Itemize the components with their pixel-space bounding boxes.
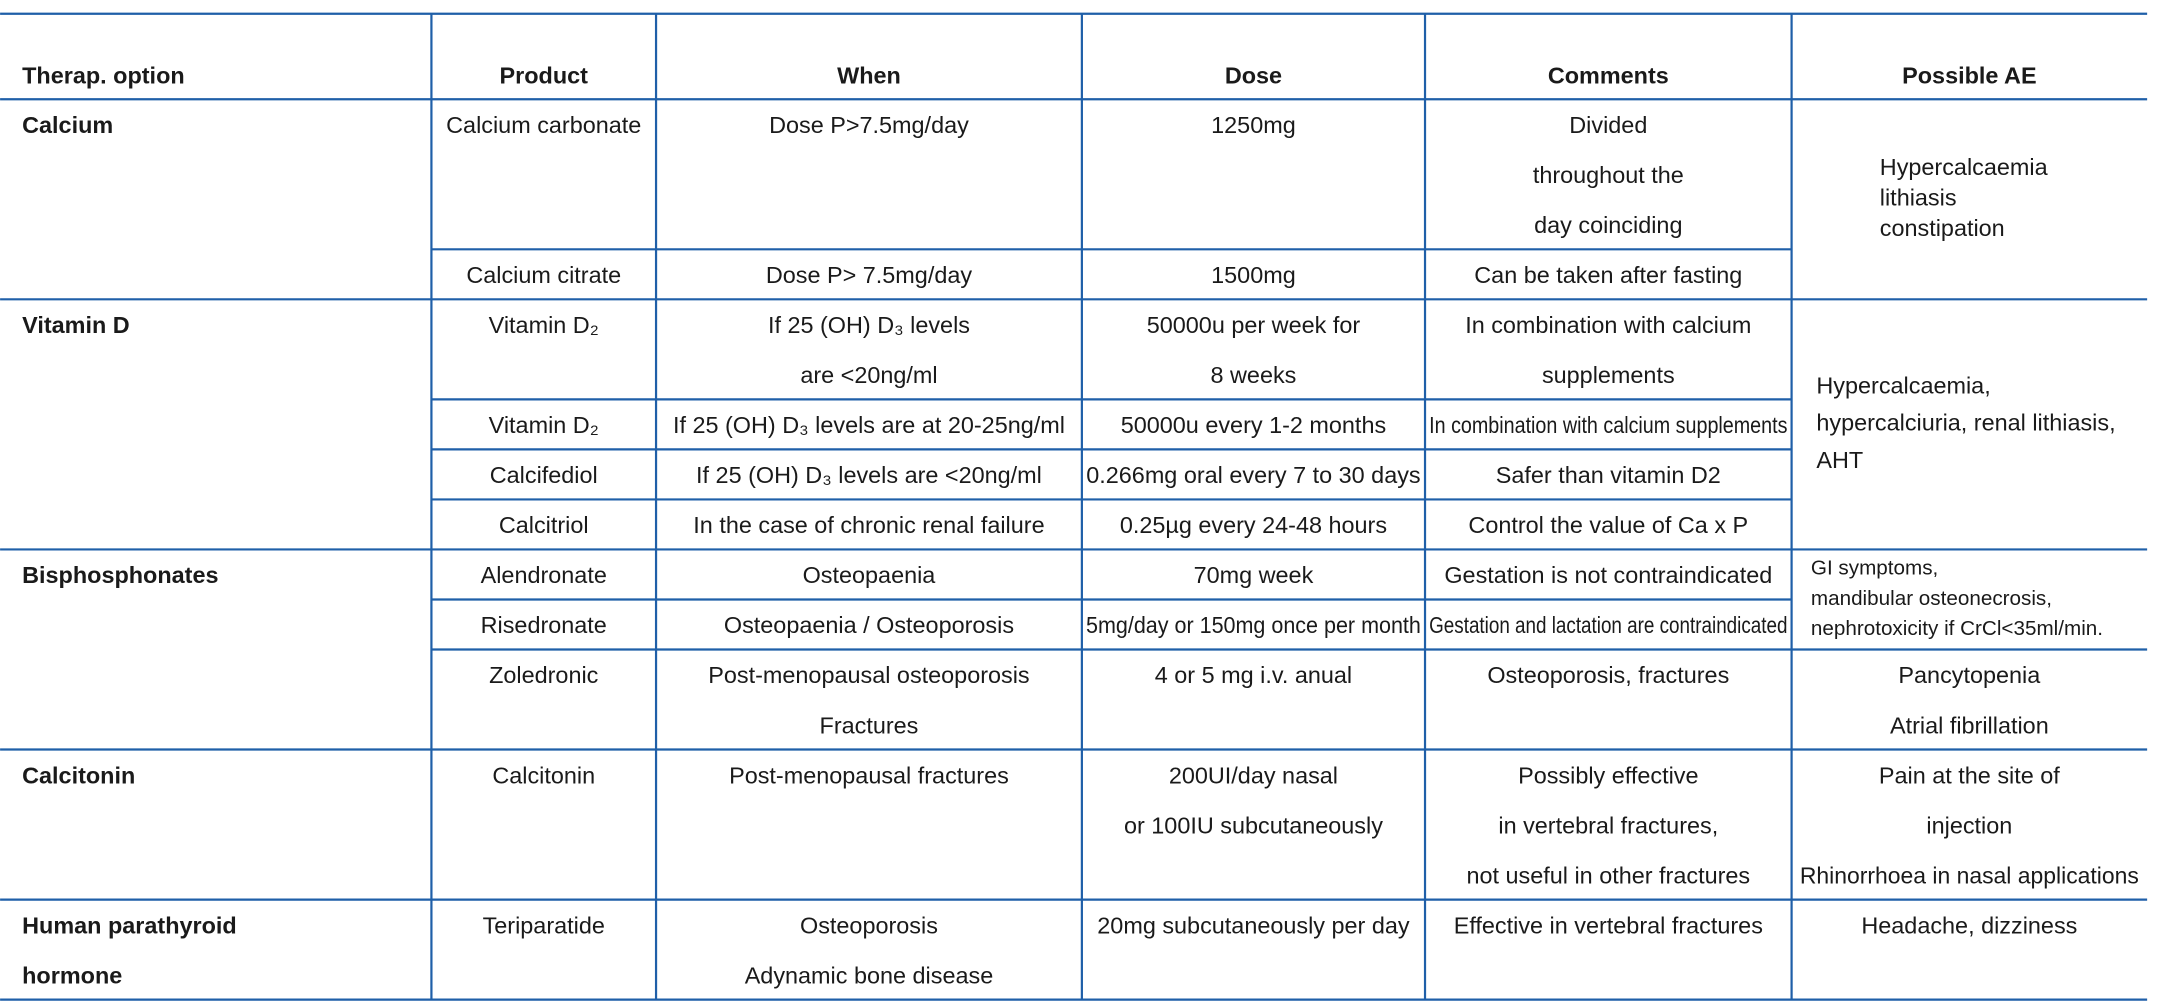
when-cell: Post-menopausal osteoporosis	[708, 662, 1029, 688]
ae-cell: Headache, dizziness	[1861, 912, 2077, 938]
product-cell: Calcitriol	[499, 512, 589, 538]
ae-cell: Rhinorrhoea in nasal applications	[1800, 862, 2139, 888]
ae-cell: Atrial fibrillation	[1890, 712, 2049, 738]
when-cell: are <20ng/ml	[800, 362, 937, 388]
dose-cell: 20mg subcutaneously per day	[1097, 912, 1410, 938]
comments-cell: In combination with calcium	[1465, 312, 1751, 338]
dose-cell: 8 weeks	[1211, 362, 1297, 388]
when-cell: If 25 (OH) D₃ levels are at 20-25ng/ml	[673, 412, 1065, 438]
header-cell: Possible AE	[1902, 62, 2036, 88]
dose-cell: 1250mg	[1211, 112, 1296, 138]
when-cell: Dose P>7.5mg/day	[769, 112, 969, 138]
product-cell: Teriparatide	[483, 912, 605, 938]
comments-cell: Safer than vitamin D2	[1496, 462, 1721, 488]
comments-cell: throughout the	[1533, 162, 1684, 188]
comments-cell: in vertebral fractures,	[1498, 812, 1718, 838]
header-cell: Therap. option	[22, 62, 185, 88]
header-cell: Dose	[1225, 62, 1282, 88]
ae-cell: lithiasis	[1880, 184, 1957, 210]
ae-cell: constipation	[1880, 215, 2005, 241]
dose-cell: or 100IU subcutaneously	[1124, 812, 1383, 838]
ae-cell: GI symptoms,	[1811, 557, 1938, 580]
product-cell: Risedronate	[481, 612, 607, 638]
dose-cell: 5mg/day or 150mg once per month	[1086, 612, 1421, 638]
when-cell: Post-menopausal fractures	[729, 762, 1009, 788]
comments-cell: Osteoporosis, fractures	[1487, 662, 1729, 688]
product-cell: Zoledronic	[489, 662, 599, 688]
when-cell: Osteopaenia / Osteoporosis	[724, 612, 1014, 638]
comments-cell: Gestation is not contraindicated	[1444, 562, 1772, 588]
ae-cell: Hypercalcaemia	[1880, 154, 2049, 180]
option-label: Calcitonin	[22, 762, 135, 788]
option-label: Human parathyroid	[22, 912, 237, 938]
ae-cell: nephrotoxicity if CrCl<35ml/min.	[1811, 617, 2103, 640]
comments-cell: not useful in other fractures	[1466, 862, 1750, 888]
option-label: Calcium	[22, 112, 113, 138]
when-cell: Fractures	[820, 712, 919, 738]
when-cell: If 25 (OH) D₃ levels	[768, 312, 970, 338]
comments-cell: Possibly effective	[1518, 762, 1698, 788]
comments-cell: Gestation and lactation are contraindica…	[1429, 612, 1787, 638]
product-cell: Calcium citrate	[466, 262, 621, 288]
comments-cell: day coinciding	[1534, 212, 1682, 238]
ae-cell: injection	[1926, 812, 2012, 838]
when-cell: Dose P> 7.5mg/day	[766, 262, 973, 288]
product-cell: Calcifediol	[490, 462, 598, 488]
ae-cell: hypercalciuria, renal lithiasis,	[1816, 410, 2115, 436]
when-cell: Osteoporosis	[800, 912, 938, 938]
product-cell: Calcium carbonate	[446, 112, 641, 138]
comments-cell: Divided	[1569, 112, 1647, 138]
dose-cell: 0.25µg every 24-48 hours	[1120, 512, 1387, 538]
when-cell: In the case of chronic renal failure	[693, 512, 1044, 538]
dose-cell: 200UI/day nasal	[1169, 762, 1338, 788]
product-cell: Vitamin D₂	[489, 412, 599, 438]
ae-cell: Hypercalcaemia,	[1816, 372, 1990, 398]
header-cell: Product	[500, 62, 589, 88]
ae-cell: AHT	[1816, 447, 1863, 473]
product-cell: Alendronate	[481, 562, 607, 588]
dose-cell: 50000u every 1-2 months	[1121, 412, 1386, 438]
dose-cell: 50000u per week for	[1147, 312, 1361, 338]
product-cell: Vitamin D₂	[489, 312, 599, 338]
header-cell: Comments	[1548, 62, 1669, 88]
ae-cell: Pain at the site of	[1879, 762, 2060, 788]
option-label: hormone	[22, 962, 122, 988]
when-cell: If 25 (OH) D₃ levels are <20ng/ml	[696, 462, 1042, 488]
when-cell: Adynamic bone disease	[745, 962, 994, 988]
option-label: Vitamin D	[22, 312, 130, 338]
header-cell: When	[837, 62, 901, 88]
dose-cell: 70mg week	[1194, 562, 1314, 588]
dose-cell: 1500mg	[1211, 262, 1296, 288]
dose-cell: 0.266mg oral every 7 to 30 days	[1086, 462, 1420, 488]
product-cell: Calcitonin	[492, 762, 595, 788]
comments-cell: supplements	[1542, 362, 1675, 388]
comments-cell: In combination with calcium supplements	[1429, 412, 1787, 438]
dose-cell: 4 or 5 mg i.v. anual	[1155, 662, 1352, 688]
comments-cell: Effective in vertebral fractures	[1454, 912, 1763, 938]
comments-cell: Control the value of Ca x P	[1468, 512, 1748, 538]
ae-cell: mandibular osteonecrosis,	[1811, 587, 2052, 610]
when-cell: Osteopaenia	[803, 562, 937, 588]
option-label: Bisphosphonates	[22, 562, 218, 588]
ae-cell: Pancytopenia	[1898, 662, 2041, 688]
comments-cell: Can be taken after fasting	[1474, 262, 1742, 288]
